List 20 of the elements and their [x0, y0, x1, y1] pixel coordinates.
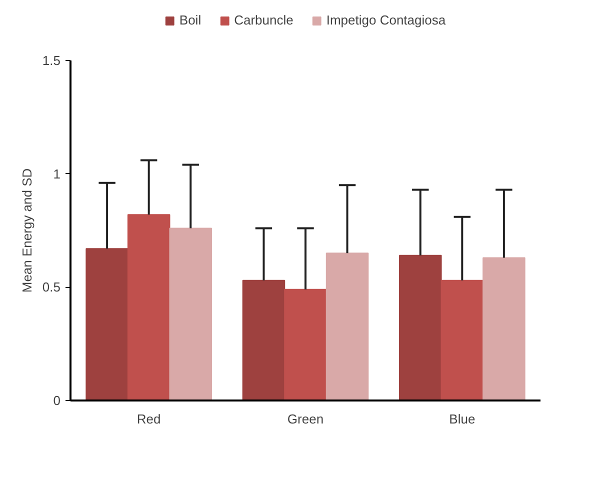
y-tick-label: 0.5	[42, 280, 61, 295]
legend-label: Boil	[179, 12, 202, 28]
bar	[440, 280, 484, 400]
y-tick-label: 1	[53, 166, 61, 182]
x-tick-label: Blue	[449, 412, 476, 426]
bar	[86, 248, 128, 400]
bar	[169, 228, 212, 400]
bar	[127, 214, 170, 400]
bar	[326, 252, 369, 400]
bar	[242, 280, 286, 400]
y-axis-title: Mean Energy and SD	[19, 168, 34, 293]
legend-label: Carbuncle	[234, 12, 294, 28]
bar	[482, 257, 526, 400]
bar	[399, 254, 442, 400]
x-tick-label: Red	[136, 412, 161, 426]
x-tick-label: Green	[287, 412, 324, 426]
legend-label: Impetigo Contagiosa	[326, 12, 446, 28]
bar	[284, 288, 327, 400]
y-tick-label: 0	[53, 393, 61, 408]
y-tick-label: 1.5	[42, 53, 61, 68]
